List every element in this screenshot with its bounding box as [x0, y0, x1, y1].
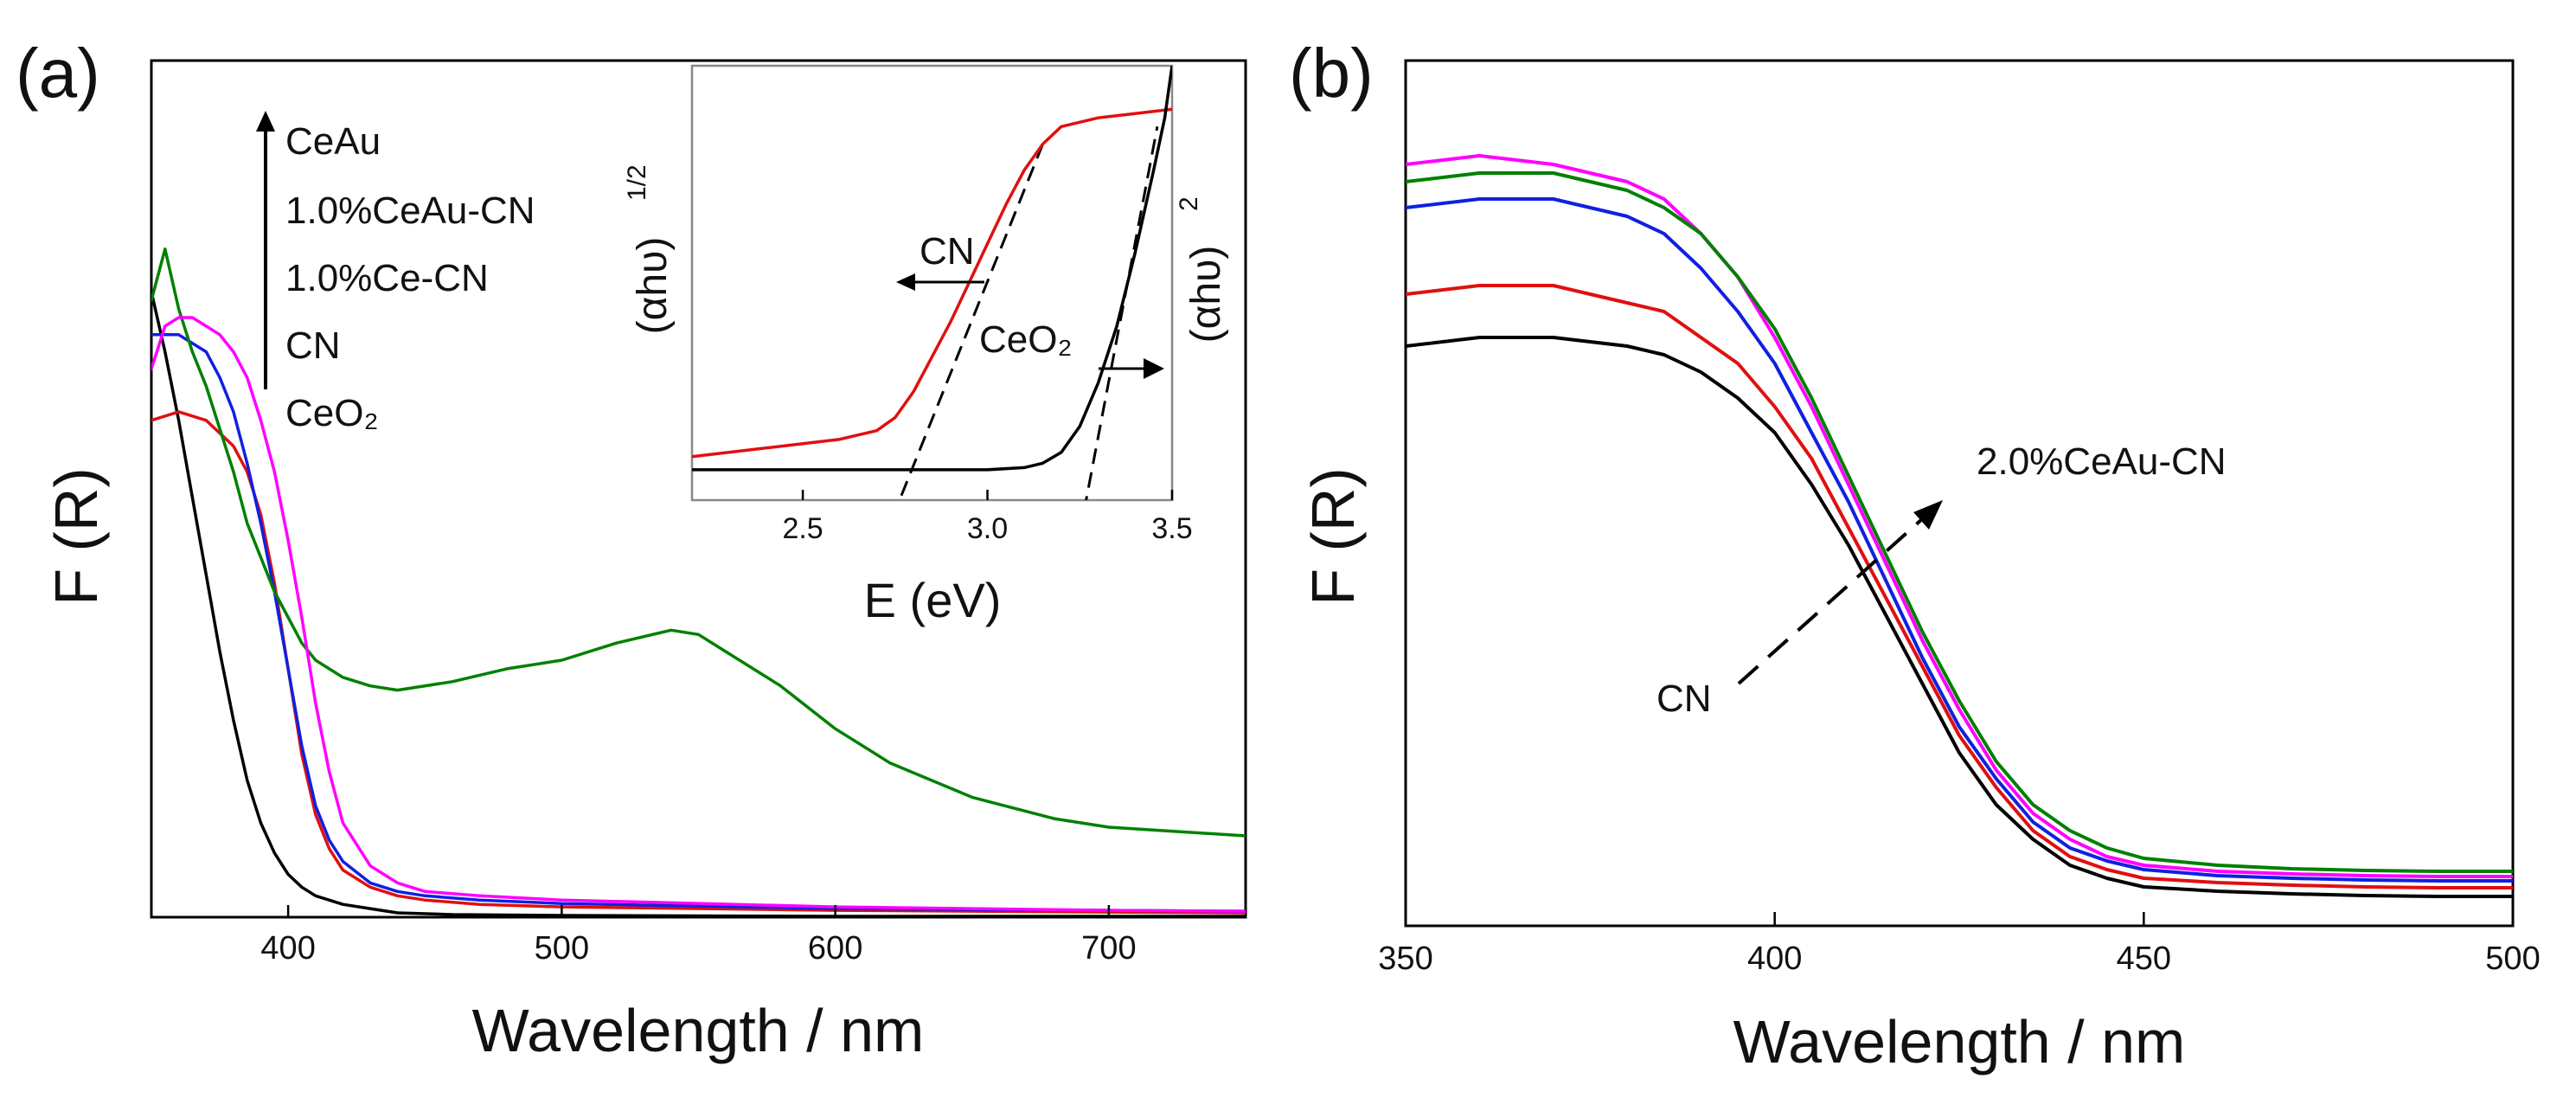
- legend-entry: CeO₂: [285, 392, 379, 434]
- inset-left-y-label: (αhυ) 1/2: [623, 164, 676, 334]
- panel-b-label: (b): [1289, 35, 1374, 112]
- panel-a-x-ticks: 400 500 600 700: [260, 905, 1137, 967]
- inset-annotation-ceo2: CeO₂: [979, 318, 1073, 361]
- inset-ceo2-tangent: [1085, 125, 1159, 500]
- inset-cn-arrow-head-icon: [896, 273, 915, 291]
- panel-a: (a) 400 500 600 700 Wavelength / nm F (R) C…: [16, 35, 1247, 1064]
- inset-series-ceo2: [692, 66, 1172, 472]
- panel-a-x-tick-label: 600: [808, 930, 862, 967]
- inset-right-y-label-exponent: 2: [1175, 196, 1203, 211]
- panel-b-x-tick-label: 500: [2485, 941, 2540, 977]
- panel-b-arrow-head-icon: [1913, 500, 1943, 530]
- panel-b-x-tick-label: 350: [1378, 941, 1432, 977]
- panel-b-plot-frame: [1404, 59, 2515, 928]
- panel-b-series-1-5-ceau-cn: [1406, 154, 2513, 878]
- panel-a-y-axis-label: F (R): [42, 467, 110, 605]
- panel-b-annotation-ceau: 2.0%CeAu-CN: [1977, 440, 2227, 483]
- panel-a-legend: CeAu 1.0%CeAu-CN 1.0%Ce-CN CN CeO₂: [256, 111, 535, 434]
- inset-x-ticks: 2.5 3.0 3.5: [782, 490, 1193, 545]
- panel-a-series-ceau: [151, 316, 1246, 913]
- panel-a-series-cn: [151, 410, 1246, 915]
- legend-arrow-head-icon: [256, 111, 275, 132]
- inset-x-tick-label: 3.5: [1151, 512, 1192, 545]
- inset-left-y-label-text: (αhυ): [630, 237, 676, 335]
- panel-b-series-2-0-ceau-cn: [1406, 171, 2513, 873]
- panel-b-x-tick-label: 450: [2117, 941, 2171, 977]
- panel-a-x-tick-label: 500: [535, 930, 589, 967]
- panel-a-series-1-0-ceau-cn: [151, 247, 1246, 838]
- panel-a-series-group: [151, 247, 1246, 917]
- inset-x-tick-label: 2.5: [782, 512, 823, 545]
- legend-entry: CN: [285, 324, 341, 367]
- panel-a-x-tick-label: 400: [260, 930, 315, 967]
- legend-entry: CeAu: [285, 120, 381, 163]
- legend-entry: 1.0%CeAu-CN: [285, 189, 535, 232]
- panel-a-inset: 2.5 3.0 3.5 E (eV) (αhυ) 1/2 (αhυ) 2 CN Ce…: [623, 64, 1229, 627]
- panel-a-series-1-0-ce-cn: [151, 333, 1246, 913]
- panel-b: (b) 350 400 450 500 Wavelength / nm F (R) C…: [1289, 35, 2541, 1076]
- inset-right-y-label: (αhυ) 2: [1175, 196, 1229, 343]
- panel-b-series-cn: [1406, 336, 2513, 898]
- panel-b-x-tick-label: 400: [1747, 941, 1802, 977]
- inset-ceo2-arrow-head-icon: [1144, 358, 1164, 379]
- panel-b-series-group: [1406, 154, 2513, 898]
- legend-entry: 1.0%Ce-CN: [285, 257, 489, 299]
- inset-annotation-cn: CN: [920, 230, 975, 273]
- panel-b-series-1-0-ceau-cn: [1406, 197, 2513, 883]
- panel-a-x-axis-label: Wavelength / nm: [472, 997, 925, 1064]
- panel-a-series-ceo2: [151, 290, 1246, 917]
- panel-b-annotation-cn: CN: [1656, 678, 1712, 720]
- panel-b-x-ticks: 350 400 450 500: [1378, 912, 2541, 977]
- panel-b-y-axis-label: F (R): [1299, 467, 1367, 605]
- inset-x-tick-label: 3.0: [967, 512, 1008, 545]
- inset-x-axis-label: E (eV): [864, 573, 1002, 627]
- panel-a-x-tick-label: 700: [1081, 930, 1136, 967]
- inset-cn-tangent: [898, 143, 1044, 500]
- panel-b-series-0-5-ceau-cn: [1406, 284, 2513, 889]
- inset-right-y-label-text: (αhυ): [1183, 246, 1229, 344]
- panel-b-x-axis-label: Wavelength / nm: [1733, 1008, 2186, 1076]
- panel-a-label: (a): [16, 35, 100, 112]
- panel-b-dashed-arrow-line: [1737, 517, 1924, 685]
- inset-left-y-label-exponent: 1/2: [623, 164, 651, 201]
